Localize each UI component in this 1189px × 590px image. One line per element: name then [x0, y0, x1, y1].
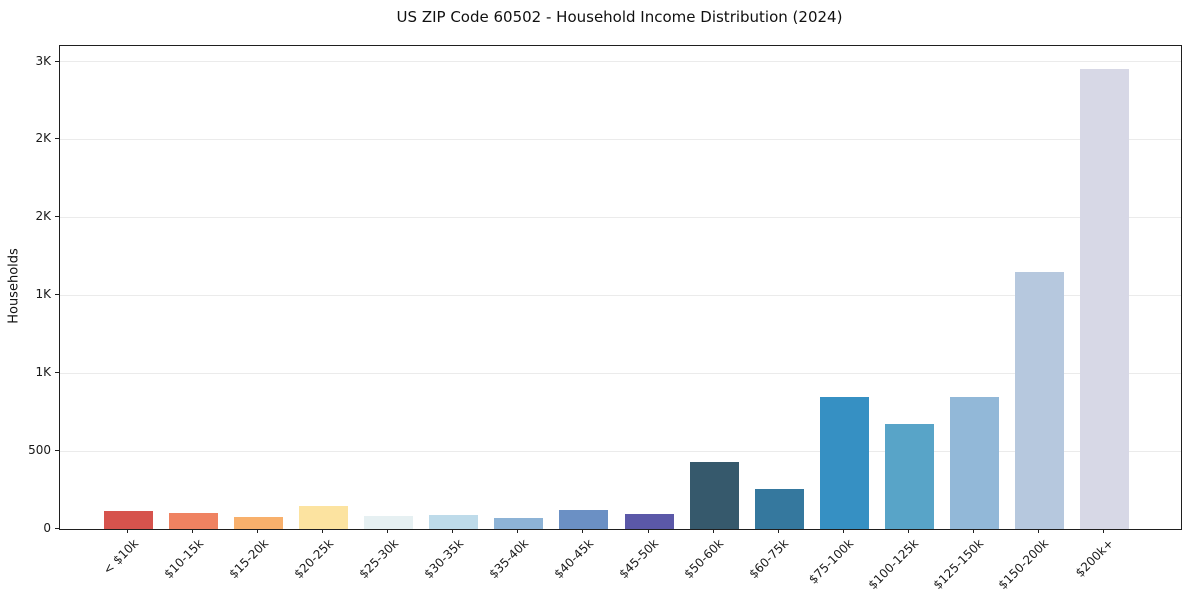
x-tick-label: $25-30k: [356, 536, 401, 582]
x-tick-mark: [452, 529, 454, 533]
bar: [689, 462, 739, 529]
x-tick-mark: [257, 529, 259, 533]
x-tick-mark: [517, 529, 519, 533]
x-tick-mark: [192, 529, 194, 533]
y-tick-label: 2K: [35, 131, 51, 146]
x-tick-mark: [582, 529, 584, 533]
y-tick-mark: [55, 528, 59, 529]
x-tick-mark: [1102, 529, 1104, 533]
y-tick-label: 3K: [35, 53, 51, 68]
y-axis-title: Households: [6, 248, 22, 324]
bar: [949, 396, 999, 529]
bar: [364, 515, 414, 529]
x-tick-mark: [972, 529, 974, 533]
x-tick-label: $35-40k: [486, 536, 532, 582]
x-tick-mark: [322, 529, 324, 533]
x-tick-mark: [777, 529, 779, 533]
bar: [234, 517, 284, 529]
y-tick-mark: [55, 138, 59, 140]
bar: [299, 506, 349, 529]
y-tick-label: 0: [43, 521, 51, 535]
y-gridline: [60, 450, 1181, 452]
x-tick-mark: [387, 529, 389, 533]
x-tick-label: $125-150k: [930, 536, 987, 590]
x-tick-mark: [1037, 529, 1039, 533]
y-tick-label: 2K: [35, 209, 51, 224]
bar: [169, 513, 219, 529]
bar: [494, 517, 544, 529]
bar: [754, 488, 804, 529]
bar: [1079, 69, 1129, 529]
x-tick-mark: [647, 529, 649, 533]
y-gridline: [60, 216, 1181, 218]
bar: [559, 510, 609, 529]
bar: [429, 514, 479, 529]
chart-title: US ZIP Code 60502 - Household Income Dis…: [396, 8, 843, 26]
y-gridline: [60, 372, 1181, 374]
x-tick-label: $50-60k: [681, 536, 727, 582]
x-tick-label: $60-75k: [746, 536, 792, 582]
x-tick-label: < $10k: [99, 536, 141, 578]
bar: [104, 511, 154, 529]
x-tick-label: $15-20k: [225, 536, 271, 582]
bar: [884, 423, 934, 529]
y-tick-mark: [55, 60, 59, 62]
y-tick-label: 1K: [35, 287, 51, 302]
x-tick-label: $75-100k: [806, 536, 857, 587]
x-tick-label: $30-35k: [421, 536, 467, 582]
bar: [624, 514, 674, 529]
y-tick-label: 500: [28, 443, 51, 458]
x-tick-label: $100-125k: [865, 536, 922, 590]
y-tick-mark: [55, 216, 59, 218]
bar: [819, 396, 869, 529]
y-tick-mark: [55, 372, 59, 374]
x-tick-mark: [842, 529, 844, 533]
y-gridline: [60, 294, 1181, 296]
y-gridline: [60, 138, 1181, 140]
x-tick-mark: [712, 529, 714, 533]
y-tick-mark: [55, 294, 59, 296]
x-tick-mark: [907, 529, 909, 533]
x-tick-label: $200k+: [1073, 536, 1117, 580]
x-tick-label: $45-50k: [616, 536, 662, 582]
y-tick-label: 1K: [35, 365, 51, 380]
x-tick-label: $150-200k: [995, 536, 1052, 590]
x-tick-label: $40-45k: [551, 536, 597, 582]
plot-area: [59, 45, 1182, 530]
x-tick-mark: [127, 529, 129, 533]
x-tick-label: $10-15k: [160, 536, 206, 582]
bar: [1014, 271, 1064, 529]
x-tick-label: $20-25k: [291, 536, 336, 582]
y-gridline: [60, 61, 1181, 63]
y-tick-mark: [55, 450, 59, 452]
